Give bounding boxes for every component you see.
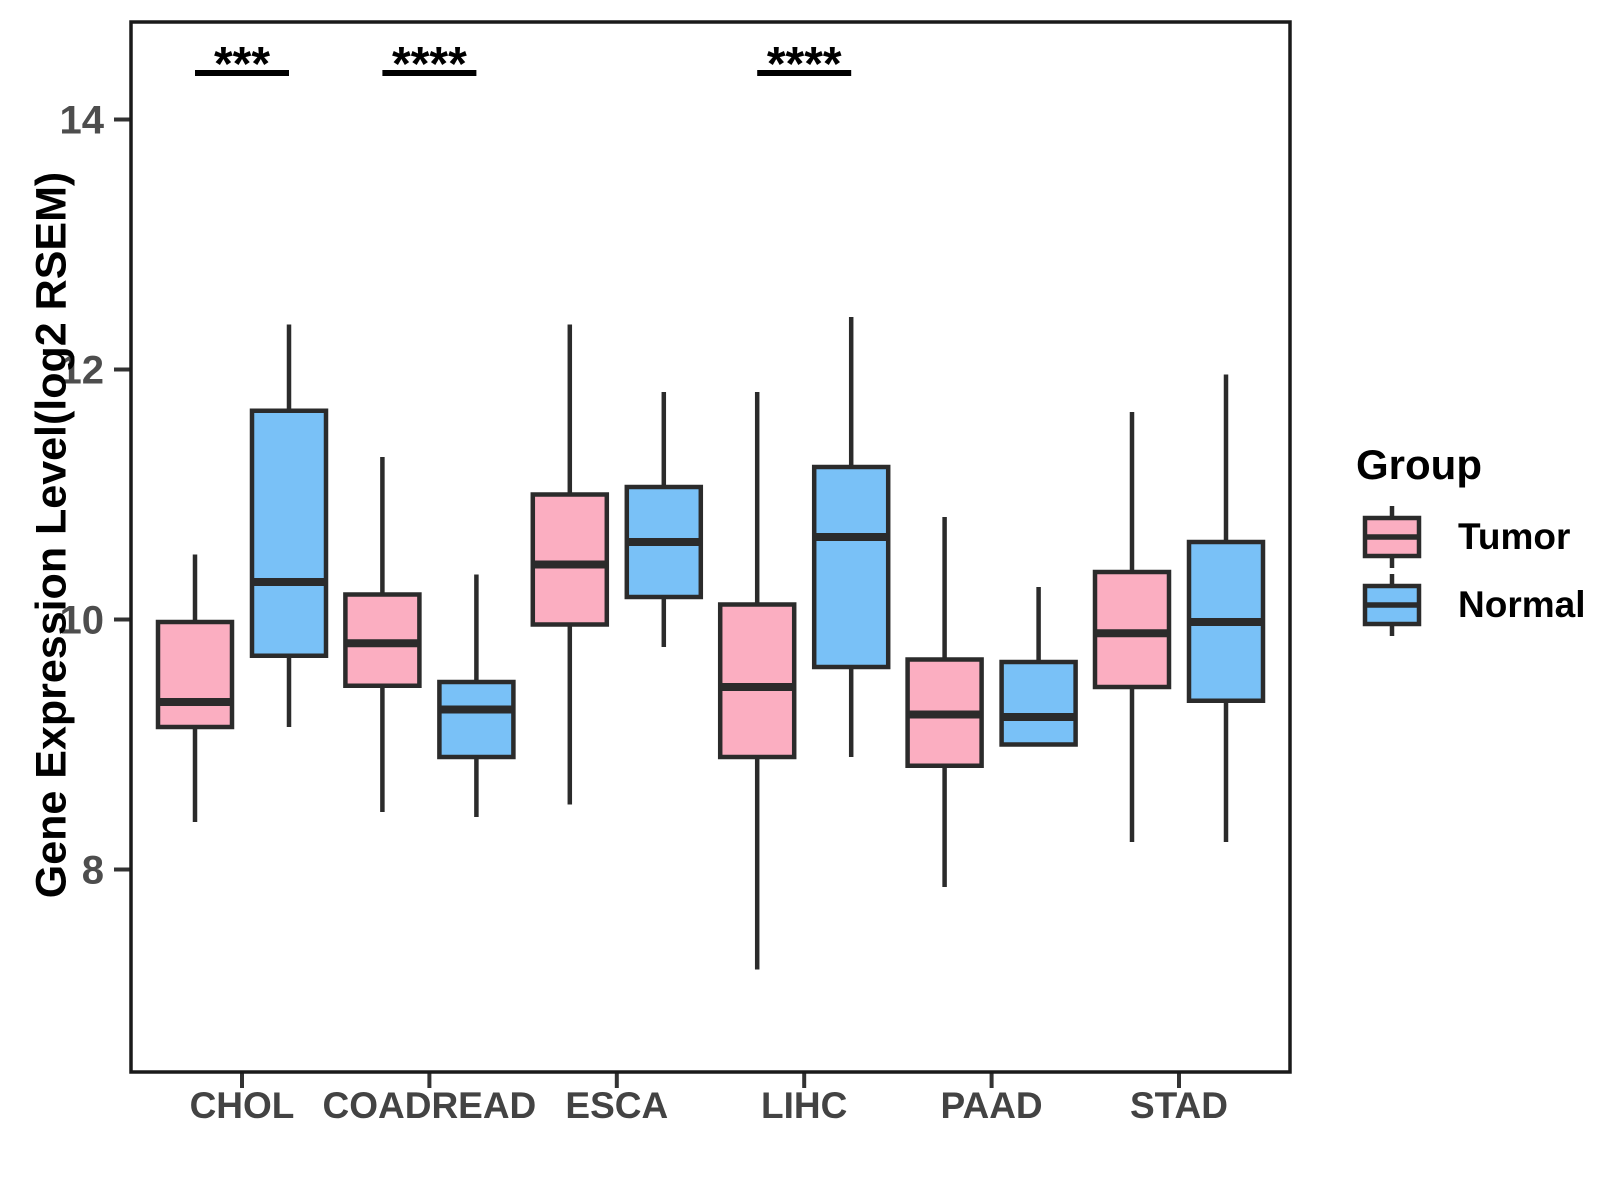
y-axis-tick-label: 12 [60, 349, 105, 393]
y-axis-tick-label: 10 [60, 599, 105, 643]
x-axis-label-lihc: LIHC [761, 1085, 847, 1126]
x-axis-label-paad: PAAD [941, 1085, 1043, 1126]
y-axis-title: Gene Expression Level(log2 RSEM) [27, 171, 76, 899]
legend-label-normal: Normal [1458, 584, 1586, 625]
box-chol-normal [249, 408, 329, 658]
tumor-boxplot-key-icon [1362, 506, 1422, 568]
legend: Group Tumor Normal [1340, 441, 1600, 639]
y-axis-tick-label: 8 [82, 849, 104, 893]
legend-title: Group [1356, 441, 1482, 488]
box-chol-tumor [155, 619, 235, 730]
panel-border [129, 20, 1292, 1074]
x-axis-label-stad: STAD [1130, 1085, 1228, 1126]
y-axis-tick-label: 14 [60, 99, 105, 143]
legend-item-normal: Normal [1352, 571, 1600, 639]
x-axis-label-chol: CHOL [190, 1085, 295, 1126]
normal-boxplot-key-icon [1362, 574, 1422, 636]
box-paad-normal [999, 659, 1078, 747]
box-coadread-normal [437, 679, 516, 760]
box-esca-tumor [530, 492, 610, 627]
legend-label-tumor: Tumor [1458, 516, 1571, 557]
box-lihc-tumor [717, 602, 797, 760]
significance-stars-lihc: **** [767, 38, 842, 91]
legend-item-tumor: Tumor [1352, 503, 1600, 571]
x-axis-label-esca: ESCA [565, 1085, 668, 1126]
significance-stars-chol: *** [214, 38, 270, 91]
x-axis-label-coadread: COADREAD [323, 1085, 537, 1126]
box-lihc-normal [811, 464, 891, 670]
significance-stars-coadread: **** [392, 38, 467, 91]
